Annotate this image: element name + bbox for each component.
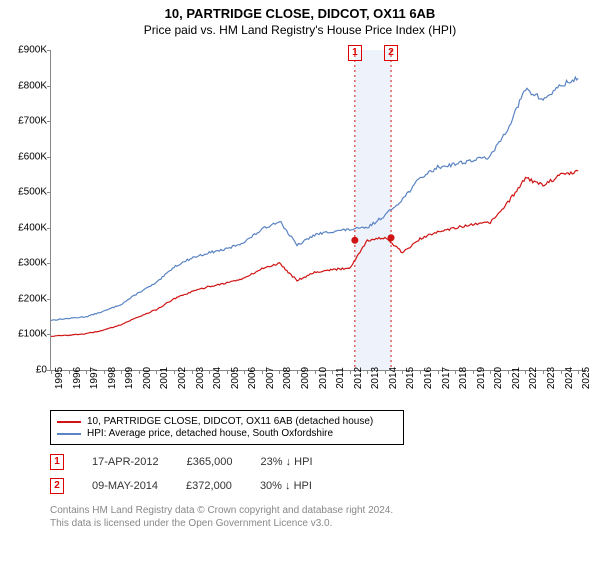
sale-point-icon [351,237,358,244]
event-marker-icon: 2 [384,45,398,61]
x-tick-label: 1997 [89,367,100,389]
x-tick-label: 2014 [388,367,399,389]
y-tick-label: £300K [18,258,47,269]
page-subtitle: Price paid vs. HM Land Registry's House … [0,23,600,37]
x-tick-label: 2016 [423,367,434,389]
x-tick-label: 2018 [458,367,469,389]
x-tick-label: 2011 [335,367,346,389]
x-tick-label: 1995 [54,367,65,389]
legend-swatch [57,421,81,423]
x-tick-label: 2006 [247,367,258,389]
footnote: Contains HM Land Registry data © Crown c… [50,504,393,530]
x-tick-label: 2021 [511,367,522,389]
legend-label: 10, PARTRIDGE CLOSE, DIDCOT, OX11 6AB (d… [87,416,373,427]
x-tick-label: 1996 [72,367,83,389]
y-tick-label: £900K [18,45,47,56]
x-tick-label: 2025 [581,367,592,389]
x-tick-label: 2010 [318,367,329,389]
x-tick-label: 2008 [282,367,293,389]
legend-swatch [57,433,81,435]
x-tick-label: 2017 [441,367,452,389]
sale-delta: 23% ↓ HPI [261,456,313,468]
x-tick-label: 2012 [353,367,364,389]
y-tick-label: £500K [18,187,47,198]
footnote-line: Contains HM Land Registry data © Crown c… [50,504,393,517]
y-tick-label: £100K [18,329,47,340]
x-tick-label: 1999 [124,367,135,389]
sale-marker-icon: 1 [50,454,64,470]
x-tick-label: 2004 [212,367,223,389]
x-tick-label: 2003 [195,367,206,389]
footnote-line: This data is licensed under the Open Gov… [50,517,393,530]
sale-price: £365,000 [187,456,233,468]
y-tick-label: £800K [18,80,47,91]
x-tick-label: 2007 [265,367,276,389]
x-tick-label: 2023 [546,367,557,389]
series-property [51,170,578,336]
x-tick-label: 2015 [405,367,416,389]
x-tick-label: 1998 [107,367,118,389]
legend-row: 10, PARTRIDGE CLOSE, DIDCOT, OX11 6AB (d… [57,416,397,427]
sale-row: 2 09-MAY-2014 £372,000 30% ↓ HPI [50,478,312,494]
legend-label: HPI: Average price, detached house, Sout… [87,428,333,439]
sale-price: £372,000 [186,480,232,492]
x-tick-label: 2009 [300,367,311,389]
x-tick-label: 2002 [177,367,188,389]
sale-row: 1 17-APR-2012 £365,000 23% ↓ HPI [50,454,313,470]
y-tick-label: £600K [18,151,47,162]
x-tick-label: 2005 [230,367,241,389]
page-title: 10, PARTRIDGE CLOSE, DIDCOT, OX11 6AB [0,6,600,21]
event-marker-icon: 1 [348,45,362,61]
x-tick-label: 2020 [493,367,504,389]
legend: 10, PARTRIDGE CLOSE, DIDCOT, OX11 6AB (d… [50,410,404,445]
x-tick-label: 2019 [476,367,487,389]
y-tick-label: £200K [18,293,47,304]
sale-marker-icon: 2 [50,478,64,494]
sale-delta: 30% ↓ HPI [260,480,312,492]
x-tick-label: 2001 [159,367,170,389]
series-hpi [51,77,578,320]
sale-point-icon [388,234,395,241]
y-tick-label: £700K [18,116,47,127]
sale-date: 17-APR-2012 [92,456,159,468]
x-tick-label: 2013 [370,367,381,389]
y-tick-label: £0 [36,365,47,376]
chart-svg [51,50,587,370]
sale-date: 09-MAY-2014 [92,480,158,492]
chart-area: £0£100K£200K£300K£400K£500K£600K£700K£80… [50,50,587,371]
x-tick-label: 2024 [564,367,575,389]
x-tick-label: 2022 [528,367,539,389]
y-tick-label: £400K [18,222,47,233]
legend-row: HPI: Average price, detached house, Sout… [57,428,397,439]
x-tick-label: 2000 [142,367,153,389]
